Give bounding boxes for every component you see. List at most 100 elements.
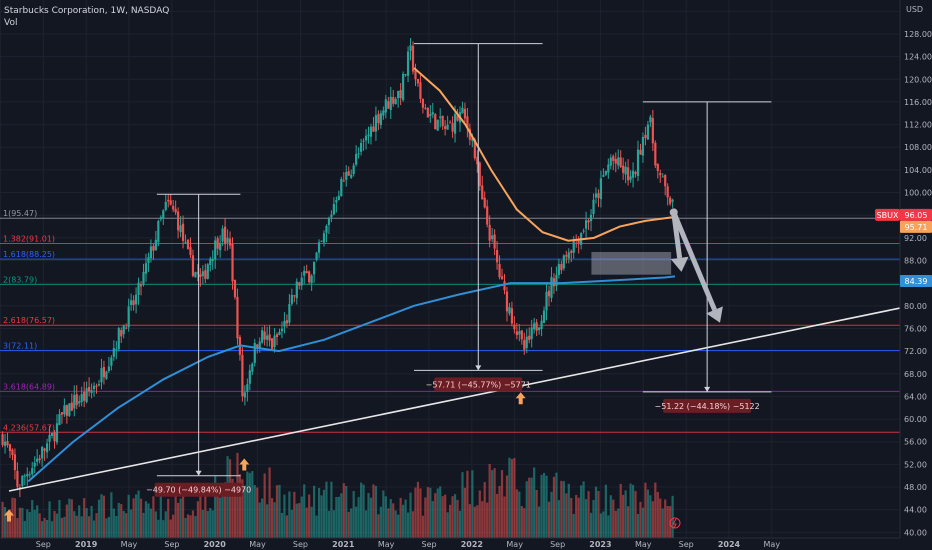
candle-body [520,330,523,340]
volume-bar [345,485,348,538]
volume-bar [641,507,645,538]
price-tag[interactable] [900,208,932,221]
candle-body [362,140,365,142]
fib-level-label: 3.618(64.89) [3,382,55,391]
candle-body [149,246,153,259]
volume-bar [508,457,511,538]
support-trendline[interactable] [8,307,901,492]
candle-body [95,385,98,387]
candle-body [164,201,167,211]
volume-bar [132,498,135,538]
volume-bar [115,516,118,538]
volume-bar [219,497,222,538]
candle-body [577,240,580,244]
volume-bar [43,517,46,538]
volume-bar [266,504,269,538]
volume-bar [315,515,318,538]
fib-level-label: 1.618(88.25) [3,250,55,259]
volume-bar [199,490,202,538]
candle-body [90,390,93,393]
volume-bar [498,485,501,538]
volume-bar [513,458,516,538]
volume-bar [211,510,214,538]
candle-body [134,294,138,305]
symbol-tag[interactable] [875,208,900,221]
volume-bar [332,510,335,538]
candle-body [609,157,612,166]
volume-bar [68,498,71,538]
candle-body [221,228,224,242]
candle-body [120,330,123,337]
candle-body [533,323,536,330]
volume-bar [270,498,274,538]
time-tick-label: May [635,540,652,549]
candle-body [597,193,600,198]
moving-average-line[interactable] [413,67,676,242]
volume-bar [162,520,165,538]
price-axis-unit: USD [906,5,923,14]
candle-body [350,174,353,178]
volume-bar [317,487,321,538]
price-tick-label: 40.00 [904,528,927,537]
candle-body [612,156,615,161]
candle-body [122,325,125,335]
candle-body [340,178,343,197]
time-tick-label: May [506,540,523,549]
candle-body [661,176,664,178]
candle-body [364,135,368,141]
volume-bar [308,494,311,538]
candle-body [592,199,595,215]
candle-body [629,176,632,180]
candle-body [461,107,464,114]
candle-body [85,388,88,403]
volume-bar [552,476,556,538]
price-tick-label: 124.00 [904,53,932,62]
time-axis-panel[interactable] [0,538,932,550]
projection-zone[interactable] [591,252,672,275]
volume-bar [228,459,232,538]
volume-bar [515,489,518,538]
candle-body [357,153,360,155]
candle-body [1,434,4,446]
candle-body [439,116,442,118]
volume-bar [431,501,434,538]
candle-body [68,403,71,416]
candle-body [434,114,437,130]
candle-body [535,322,538,331]
volume-bar [406,512,410,538]
volume-bar [107,516,110,538]
volume-bar [622,494,625,538]
candle-body [649,116,652,123]
volume-bar [322,489,326,538]
moving-average-line[interactable] [27,275,676,483]
candle-body [157,221,160,243]
price-tag[interactable] [900,274,932,287]
volume-bar [538,506,541,538]
projection-arrow-shaft[interactable] [671,211,717,311]
candle-body [441,116,444,127]
volume-bar [510,459,514,538]
volume-bar [639,501,642,538]
time-tick-label: Sep [36,540,51,549]
volume-bar [330,481,333,538]
volume-bar [313,485,316,538]
candle-body [471,137,474,141]
time-tick-label: Sep [422,540,437,549]
volume-bar [110,492,113,538]
candle-body [602,175,605,177]
candle-body [382,110,385,116]
lightning-badge-icon[interactable] [669,517,681,529]
volume-bar [379,506,382,538]
candle-body [285,320,289,324]
volume-bar [117,502,120,538]
price-tag[interactable] [900,220,932,233]
fib-level-label: 1(95.47) [3,209,37,218]
candle-body [565,255,568,257]
candle-body [83,391,86,401]
candle-body [209,258,212,266]
volume-bar [38,513,41,538]
candle-body [132,300,135,305]
lightning-icon [672,518,677,529]
candle-body [270,338,274,349]
